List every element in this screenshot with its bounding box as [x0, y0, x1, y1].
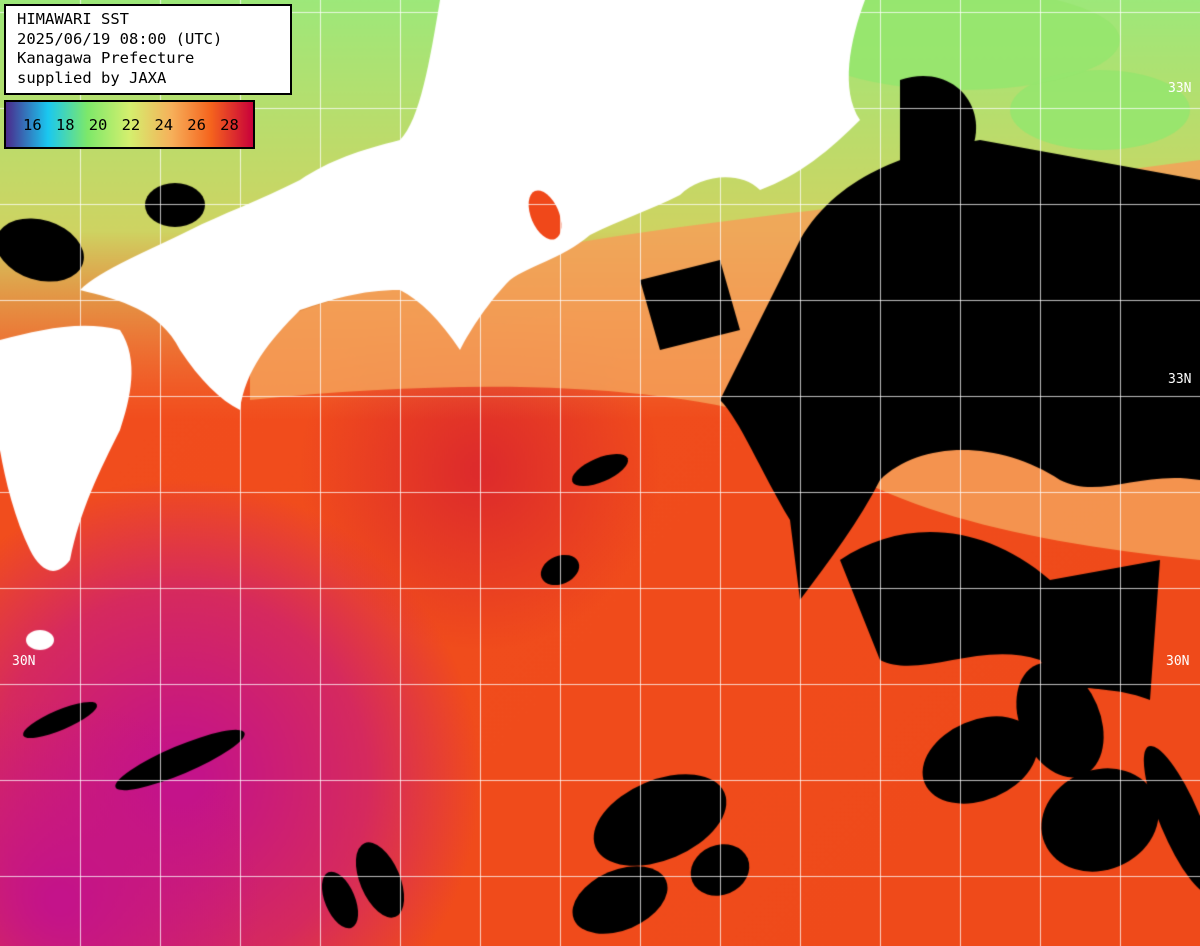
info-box: HIMAWARI SST 2025/06/19 08:00 (UTC) Kana…	[4, 4, 292, 95]
legend-tick-20: 20	[88, 115, 108, 134]
legend-tick-28: 28	[220, 115, 239, 134]
legend-tick-16: 16	[23, 115, 42, 134]
legend-tick-22: 22	[121, 115, 141, 134]
lat-label-33n-top: 33N	[1168, 81, 1192, 96]
legend-tick-18: 18	[55, 115, 75, 134]
supplier-label: supplied by JAXA	[17, 68, 167, 87]
color-scale-legend: 16 18 20 22 24 26 28	[4, 100, 255, 149]
lat-label-33n: 33N	[1168, 372, 1192, 387]
lon-label: 35N	[482, 6, 495, 26]
lat-label-30n-right: 30N	[1166, 654, 1190, 669]
legend-tick-24: 24	[154, 115, 174, 134]
lat-label-30n-left: 30N	[12, 654, 36, 669]
product-title: HIMAWARI SST	[17, 10, 129, 28]
legend-tick-26: 26	[187, 115, 206, 134]
region-label: Kanagawa Prefecture	[17, 49, 195, 67]
timestamp: 2025/06/19 08:00 (UTC)	[17, 29, 223, 48]
